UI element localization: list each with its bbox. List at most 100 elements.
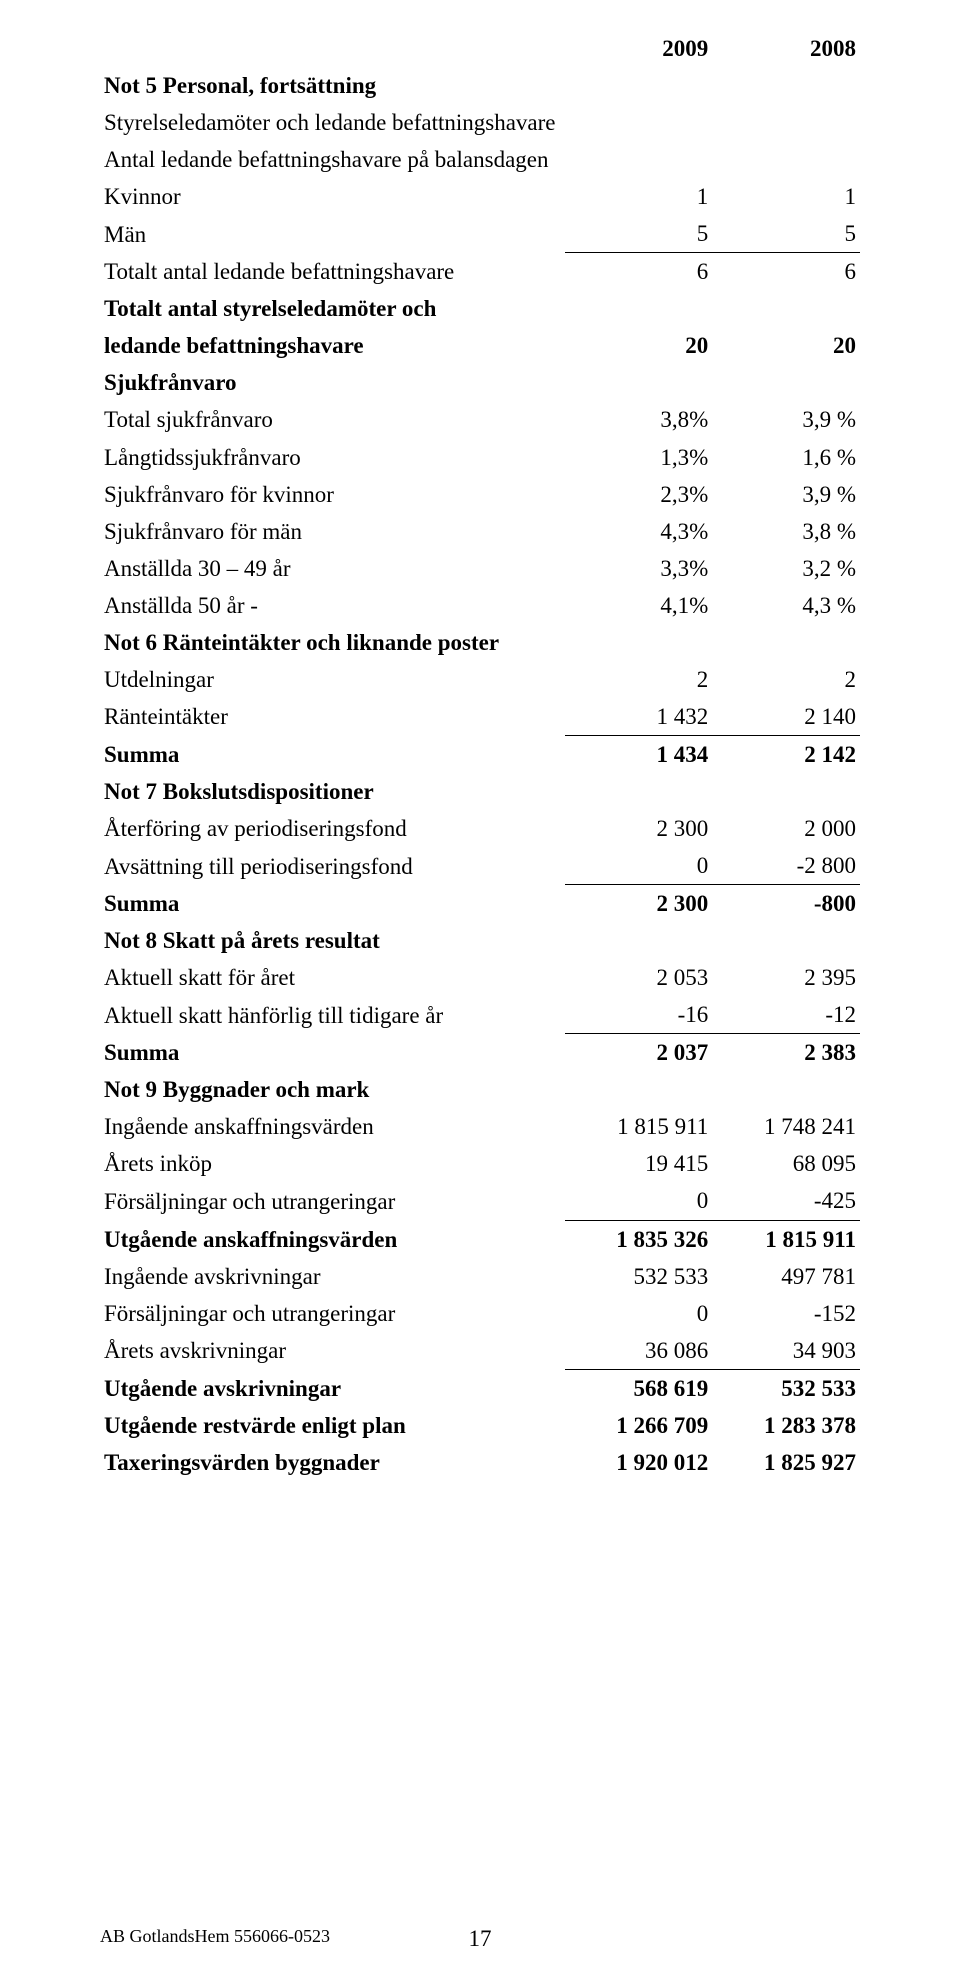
row-value-2009: 1 266 709 bbox=[565, 1407, 713, 1444]
row-value-2008: 1 bbox=[712, 178, 860, 215]
row-label: Försäljningar och utrangeringar bbox=[100, 1295, 565, 1332]
financial-notes-table: 2009 2008 Not 5 Personal, fortsättning S… bbox=[100, 30, 860, 1481]
row-value-2009: 3,8% bbox=[565, 401, 713, 438]
row-label: Taxeringsvärden byggnader bbox=[100, 1444, 565, 1481]
row-label: Återföring av periodiseringsfond bbox=[100, 810, 565, 847]
row-value-2008: 3,9 % bbox=[712, 401, 860, 438]
not6-title: Not 6 Ränteintäkter och liknande poster bbox=[100, 624, 860, 661]
table-row: Sjukfrånvaro för män 4,3% 3,8 % bbox=[100, 513, 860, 550]
row-value-2009: 6 bbox=[565, 253, 713, 291]
table-row: Sjukfrånvaro för kvinnor 2,3% 3,9 % bbox=[100, 476, 860, 513]
row-label: Aktuell skatt hänförlig till tidigare år bbox=[100, 996, 565, 1034]
row-value-2009: 1 835 326 bbox=[565, 1220, 713, 1258]
row-value-2008: 1 815 911 bbox=[712, 1220, 860, 1258]
row-label: Aktuell skatt för året bbox=[100, 959, 565, 996]
row-value-2008: 68 095 bbox=[712, 1145, 860, 1182]
table-row: Totalt antal styrelseledamöter och bbox=[100, 290, 860, 327]
table-row: Anställda 30 – 49 år 3,3% 3,2 % bbox=[100, 550, 860, 587]
row-value-2009: 5 bbox=[565, 215, 713, 253]
row-value-2009: 1 815 911 bbox=[565, 1108, 713, 1145]
table-row: Återföring av periodiseringsfond 2 300 2… bbox=[100, 810, 860, 847]
table-row: Avsättning till periodiseringsfond 0 -2 … bbox=[100, 847, 860, 885]
row-value-2008: -152 bbox=[712, 1295, 860, 1332]
row-label: Total sjukfrånvaro bbox=[100, 401, 565, 438]
row-value-2009: -16 bbox=[565, 996, 713, 1034]
row-value-2009: 1 920 012 bbox=[565, 1444, 713, 1481]
row-value-2008: 34 903 bbox=[712, 1332, 860, 1370]
row-value-2008: 497 781 bbox=[712, 1258, 860, 1295]
row-value-2009: 0 bbox=[565, 1295, 713, 1332]
not5-title: Not 5 Personal, fortsättning bbox=[100, 67, 860, 104]
table-row: Utdelningar 2 2 bbox=[100, 661, 860, 698]
row-label: Årets inköp bbox=[100, 1145, 565, 1182]
row-label: Utgående anskaffningsvärden bbox=[100, 1220, 565, 1258]
row-value-2008: -425 bbox=[712, 1182, 860, 1220]
table-row: Ingående anskaffningsvärden 1 815 911 1 … bbox=[100, 1108, 860, 1145]
table-row: Årets avskrivningar 36 086 34 903 bbox=[100, 1332, 860, 1370]
row-value-2009: 3,3% bbox=[565, 550, 713, 587]
col-2008: 2008 bbox=[712, 30, 860, 67]
row-value-2009: 19 415 bbox=[565, 1145, 713, 1182]
row-value-2008: 2 395 bbox=[712, 959, 860, 996]
table-row: Total sjukfrånvaro 3,8% 3,9 % bbox=[100, 401, 860, 438]
row-label: Utgående avskrivningar bbox=[100, 1369, 565, 1407]
row-value-2009: 2 037 bbox=[565, 1034, 713, 1072]
row-value-2009: 0 bbox=[565, 847, 713, 885]
row-value-2008: 2 000 bbox=[712, 810, 860, 847]
table-row: Ränteintäkter 1 432 2 140 bbox=[100, 698, 860, 736]
row-value-2008: 20 bbox=[712, 327, 860, 364]
row-value-2009: 20 bbox=[565, 327, 713, 364]
table-row: ledande befattningshavare 20 20 bbox=[100, 327, 860, 364]
table-row: Aktuell skatt för året 2 053 2 395 bbox=[100, 959, 860, 996]
row-value-2009: 1 432 bbox=[565, 698, 713, 736]
row-label: Långtidssjukfrånvaro bbox=[100, 439, 565, 476]
row-label: Summa bbox=[100, 1034, 565, 1072]
row-value-2009: 4,1% bbox=[565, 587, 713, 624]
row-label: Försäljningar och utrangeringar bbox=[100, 1182, 565, 1220]
row-value-2008: -12 bbox=[712, 996, 860, 1034]
row-value-2008: 2 383 bbox=[712, 1034, 860, 1072]
table-row: Försäljningar och utrangeringar 0 -152 bbox=[100, 1295, 860, 1332]
row-label: Totalt antal ledande befattningshavare bbox=[100, 253, 565, 291]
row-value-2009: 2 053 bbox=[565, 959, 713, 996]
table-row: Män 5 5 bbox=[100, 215, 860, 253]
row-label: Summa bbox=[100, 885, 565, 923]
row-label: Män bbox=[100, 215, 565, 253]
row-value-2009: 532 533 bbox=[565, 1258, 713, 1295]
row-value-2008: 3,9 % bbox=[712, 476, 860, 513]
table-row: Anställda 50 år - 4,1% 4,3 % bbox=[100, 587, 860, 624]
row-label: Årets avskrivningar bbox=[100, 1332, 565, 1370]
not5-sub2: Antal ledande befattningshavare på balan… bbox=[100, 141, 860, 178]
table-row: Taxeringsvärden byggnader 1 920 012 1 82… bbox=[100, 1444, 860, 1481]
table-row: Utgående restvärde enligt plan 1 266 709… bbox=[100, 1407, 860, 1444]
row-value-2008: 5 bbox=[712, 215, 860, 253]
row-value-2008: 3,8 % bbox=[712, 513, 860, 550]
row-label: Sjukfrånvaro för kvinnor bbox=[100, 476, 565, 513]
table-row: Ingående avskrivningar 532 533 497 781 bbox=[100, 1258, 860, 1295]
page-footer: AB GotlandsHem 556066-0523 17 bbox=[100, 1926, 860, 1947]
row-label: ledande befattningshavare bbox=[100, 327, 565, 364]
not8-title: Not 8 Skatt på årets resultat bbox=[100, 922, 860, 959]
document-page: 2009 2008 Not 5 Personal, fortsättning S… bbox=[0, 0, 960, 1972]
table-row: Utgående avskrivningar 568 619 532 533 bbox=[100, 1369, 860, 1407]
row-value-2009: 2,3% bbox=[565, 476, 713, 513]
row-value-2008: 1,6 % bbox=[712, 439, 860, 476]
row-label: Anställda 30 – 49 år bbox=[100, 550, 565, 587]
row-label: Ingående anskaffningsvärden bbox=[100, 1108, 565, 1145]
row-value-2009: 2 300 bbox=[565, 885, 713, 923]
row-label: Ingående avskrivningar bbox=[100, 1258, 565, 1295]
row-value-2008: 3,2 % bbox=[712, 550, 860, 587]
col-2009: 2009 bbox=[565, 30, 713, 67]
row-label: Ränteintäkter bbox=[100, 698, 565, 736]
row-value-2009: 1 434 bbox=[565, 735, 713, 773]
sjukfranvaro-title: Sjukfrånvaro bbox=[100, 364, 860, 401]
table-row: Aktuell skatt hänförlig till tidigare år… bbox=[100, 996, 860, 1034]
not9-title: Not 9 Byggnader och mark bbox=[100, 1071, 860, 1108]
table-row: Årets inköp 19 415 68 095 bbox=[100, 1145, 860, 1182]
table-row: Totalt antal ledande befattningshavare 6… bbox=[100, 253, 860, 291]
row-value-2009: 4,3% bbox=[565, 513, 713, 550]
row-label: Utgående restvärde enligt plan bbox=[100, 1407, 565, 1444]
row-value-2009: 568 619 bbox=[565, 1369, 713, 1407]
row-value-2008: 2 bbox=[712, 661, 860, 698]
row-label: Utdelningar bbox=[100, 661, 565, 698]
